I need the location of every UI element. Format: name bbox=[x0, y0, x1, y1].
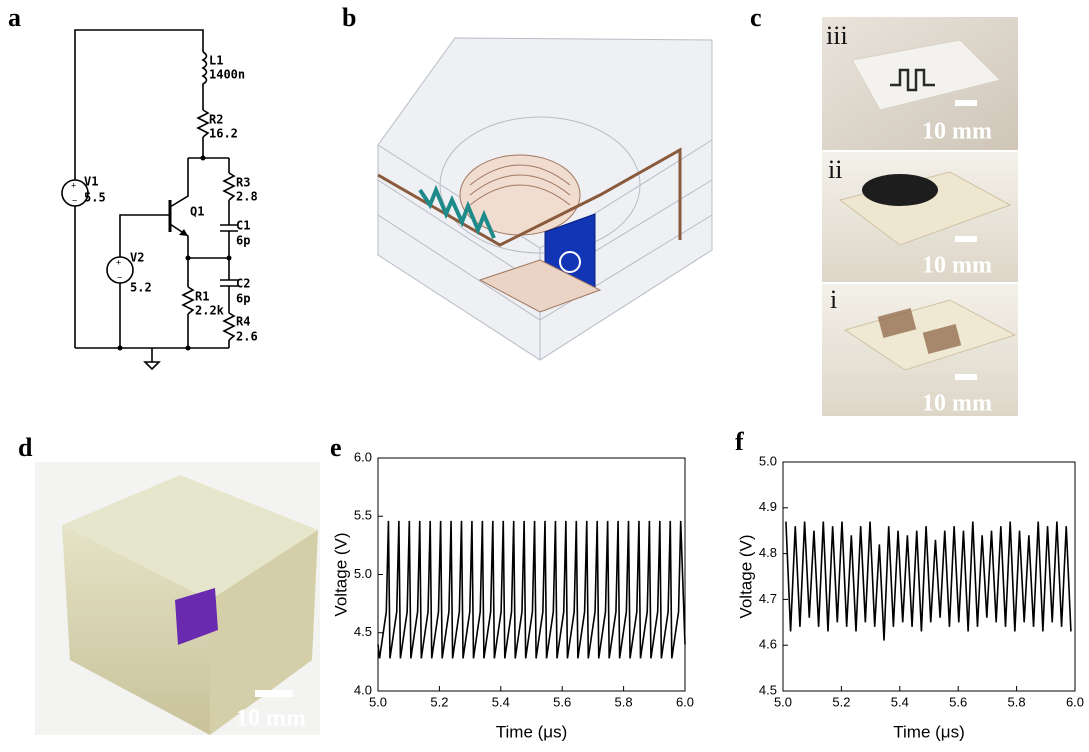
wire bbox=[120, 215, 170, 257]
x-axis-title: Time (μs) bbox=[893, 722, 965, 741]
y-tick-label: 5.5 bbox=[354, 508, 372, 523]
photo-label: iii bbox=[826, 21, 848, 50]
component-value: 16.2 bbox=[209, 127, 238, 141]
component-value: 5.2 bbox=[130, 281, 152, 295]
component-name: C2 bbox=[236, 277, 250, 291]
coil bbox=[460, 155, 580, 235]
component-name: Q1 bbox=[190, 205, 204, 219]
plus: + bbox=[116, 257, 121, 267]
wire bbox=[75, 30, 203, 180]
component-name: R2 bbox=[209, 113, 223, 127]
transistor-emitter bbox=[170, 224, 188, 258]
y-tick-label: 6.0 bbox=[354, 449, 372, 464]
resistor bbox=[224, 173, 234, 200]
node bbox=[118, 346, 123, 351]
y-tick-label: 4.6 bbox=[759, 637, 777, 652]
scale-label: 10 mm bbox=[236, 706, 306, 732]
panel-letter: d bbox=[18, 433, 33, 462]
node bbox=[186, 346, 191, 351]
component-name: R4 bbox=[236, 315, 250, 329]
coil bbox=[862, 174, 938, 206]
panel-letter: c bbox=[750, 3, 762, 32]
component-name: R3 bbox=[236, 176, 250, 190]
x-axis-title: Time (μs) bbox=[496, 722, 568, 741]
scale-bar bbox=[255, 690, 293, 697]
scale-bar bbox=[955, 236, 977, 242]
x-tick-label: 5.8 bbox=[1008, 694, 1026, 709]
x-tick-label: 5.4 bbox=[891, 694, 909, 709]
component-value: 2.8 bbox=[236, 190, 258, 204]
panel-letter: b bbox=[342, 3, 356, 32]
x-tick-label: 5.8 bbox=[615, 694, 633, 709]
component-name: V1 bbox=[84, 175, 98, 189]
component-value: 5.5 bbox=[84, 191, 106, 205]
scale-label: 10 mm bbox=[922, 253, 992, 279]
y-tick-label: 4.7 bbox=[759, 591, 777, 606]
minus: − bbox=[117, 272, 122, 282]
x-tick-label: 6.0 bbox=[676, 694, 694, 709]
y-tick-label: 4.9 bbox=[759, 499, 777, 514]
circuit: + − + − V1 5.5 L1 1400n bbox=[62, 30, 258, 369]
x-tick-label: 5.6 bbox=[949, 694, 967, 709]
x-tick-label: 5.6 bbox=[553, 694, 571, 709]
scale-bar bbox=[955, 100, 977, 106]
resistor bbox=[224, 313, 234, 340]
node bbox=[227, 256, 232, 261]
photo-label: i bbox=[830, 285, 837, 314]
y-tick-label: 4.0 bbox=[354, 682, 372, 697]
x-tick-label: 6.0 bbox=[1066, 694, 1084, 709]
waveform bbox=[378, 521, 685, 658]
component-value: 6p bbox=[236, 234, 250, 248]
x-tick-label: 5.2 bbox=[430, 694, 448, 709]
resistor bbox=[198, 110, 208, 137]
panel-letter: a bbox=[8, 3, 21, 32]
component-value: 2.2k bbox=[195, 304, 225, 318]
node bbox=[201, 156, 206, 161]
transistor-collector bbox=[170, 158, 188, 207]
component-name: C1 bbox=[236, 219, 250, 233]
y-tick-label: 5.0 bbox=[354, 566, 372, 581]
waveform bbox=[786, 522, 1071, 641]
component-value: 2.6 bbox=[236, 330, 258, 344]
panel-letter: f bbox=[735, 427, 744, 456]
y-tick-label: 4.5 bbox=[759, 682, 777, 697]
y-axis-title: Voltage (V) bbox=[736, 534, 755, 618]
y-tick-label: 5.0 bbox=[759, 453, 777, 468]
scale-bar bbox=[955, 374, 977, 380]
panel-letter: e bbox=[330, 433, 342, 462]
component-name: V2 bbox=[130, 251, 144, 265]
figure: a b c d + − + − bbox=[0, 0, 1089, 747]
photo-label: ii bbox=[828, 155, 842, 184]
scale-label: 10 mm bbox=[922, 391, 992, 417]
y-tick-label: 4.5 bbox=[354, 624, 372, 639]
device-model bbox=[378, 38, 712, 360]
ground bbox=[145, 362, 159, 369]
component-value: 6p bbox=[236, 292, 250, 306]
component-value: 1400n bbox=[209, 68, 245, 82]
plus: + bbox=[71, 180, 76, 190]
component-name: L1 bbox=[209, 54, 223, 68]
inductor bbox=[203, 52, 207, 110]
x-tick-label: 5.2 bbox=[832, 694, 850, 709]
x-tick-label: 5.4 bbox=[492, 694, 510, 709]
resistor bbox=[183, 287, 193, 314]
component-name: R1 bbox=[195, 290, 209, 304]
y-tick-label: 4.8 bbox=[759, 545, 777, 560]
scale-label: 10 mm bbox=[922, 119, 992, 145]
minus: − bbox=[72, 195, 77, 205]
y-axis-title: Voltage (V) bbox=[331, 532, 350, 616]
